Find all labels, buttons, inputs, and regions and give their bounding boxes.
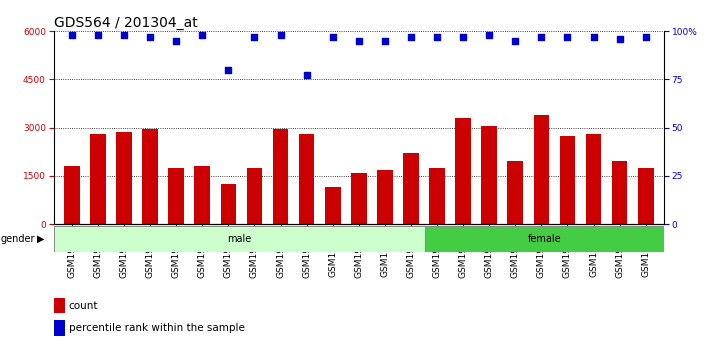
- Point: [510, 38, 521, 43]
- Text: female: female: [528, 234, 561, 244]
- Bar: [194, 166, 210, 224]
- Text: male: male: [227, 234, 251, 244]
- Bar: [325, 187, 341, 224]
- Bar: [560, 136, 575, 224]
- Point: [119, 32, 130, 38]
- Bar: [429, 168, 445, 224]
- Bar: [377, 169, 393, 224]
- Text: percentile rank within the sample: percentile rank within the sample: [69, 323, 245, 333]
- Point: [248, 34, 260, 40]
- Bar: [221, 184, 236, 224]
- Bar: [246, 168, 262, 224]
- Point: [458, 34, 469, 40]
- Bar: [116, 132, 132, 224]
- Bar: [298, 134, 314, 224]
- Bar: [54, 298, 64, 313]
- Bar: [508, 161, 523, 224]
- Bar: [273, 129, 288, 224]
- Bar: [533, 115, 549, 224]
- Point: [379, 38, 391, 43]
- Point: [223, 67, 234, 72]
- Bar: [142, 129, 158, 224]
- Bar: [54, 320, 64, 336]
- Text: gender: gender: [1, 234, 35, 244]
- Point: [640, 34, 651, 40]
- Bar: [585, 134, 601, 224]
- Text: count: count: [69, 301, 99, 311]
- Bar: [612, 161, 628, 224]
- Point: [301, 73, 312, 78]
- Point: [196, 32, 208, 38]
- Bar: [425, 226, 664, 252]
- Bar: [456, 118, 471, 224]
- Bar: [64, 166, 80, 224]
- Bar: [403, 154, 419, 224]
- Point: [327, 34, 338, 40]
- Text: GDS564 / 201304_at: GDS564 / 201304_at: [54, 16, 197, 30]
- Point: [406, 34, 417, 40]
- Point: [275, 32, 286, 38]
- Point: [562, 34, 573, 40]
- Bar: [638, 168, 653, 224]
- Bar: [481, 126, 497, 224]
- Point: [144, 34, 156, 40]
- Point: [614, 36, 625, 41]
- Point: [171, 38, 182, 43]
- Point: [483, 32, 495, 38]
- Bar: [169, 168, 184, 224]
- Text: ▶: ▶: [37, 234, 45, 244]
- Point: [536, 34, 547, 40]
- Bar: [351, 173, 366, 224]
- Bar: [54, 226, 425, 252]
- Point: [92, 32, 104, 38]
- Point: [431, 34, 443, 40]
- Bar: [90, 134, 106, 224]
- Point: [353, 38, 365, 43]
- Point: [66, 32, 78, 38]
- Point: [588, 34, 599, 40]
